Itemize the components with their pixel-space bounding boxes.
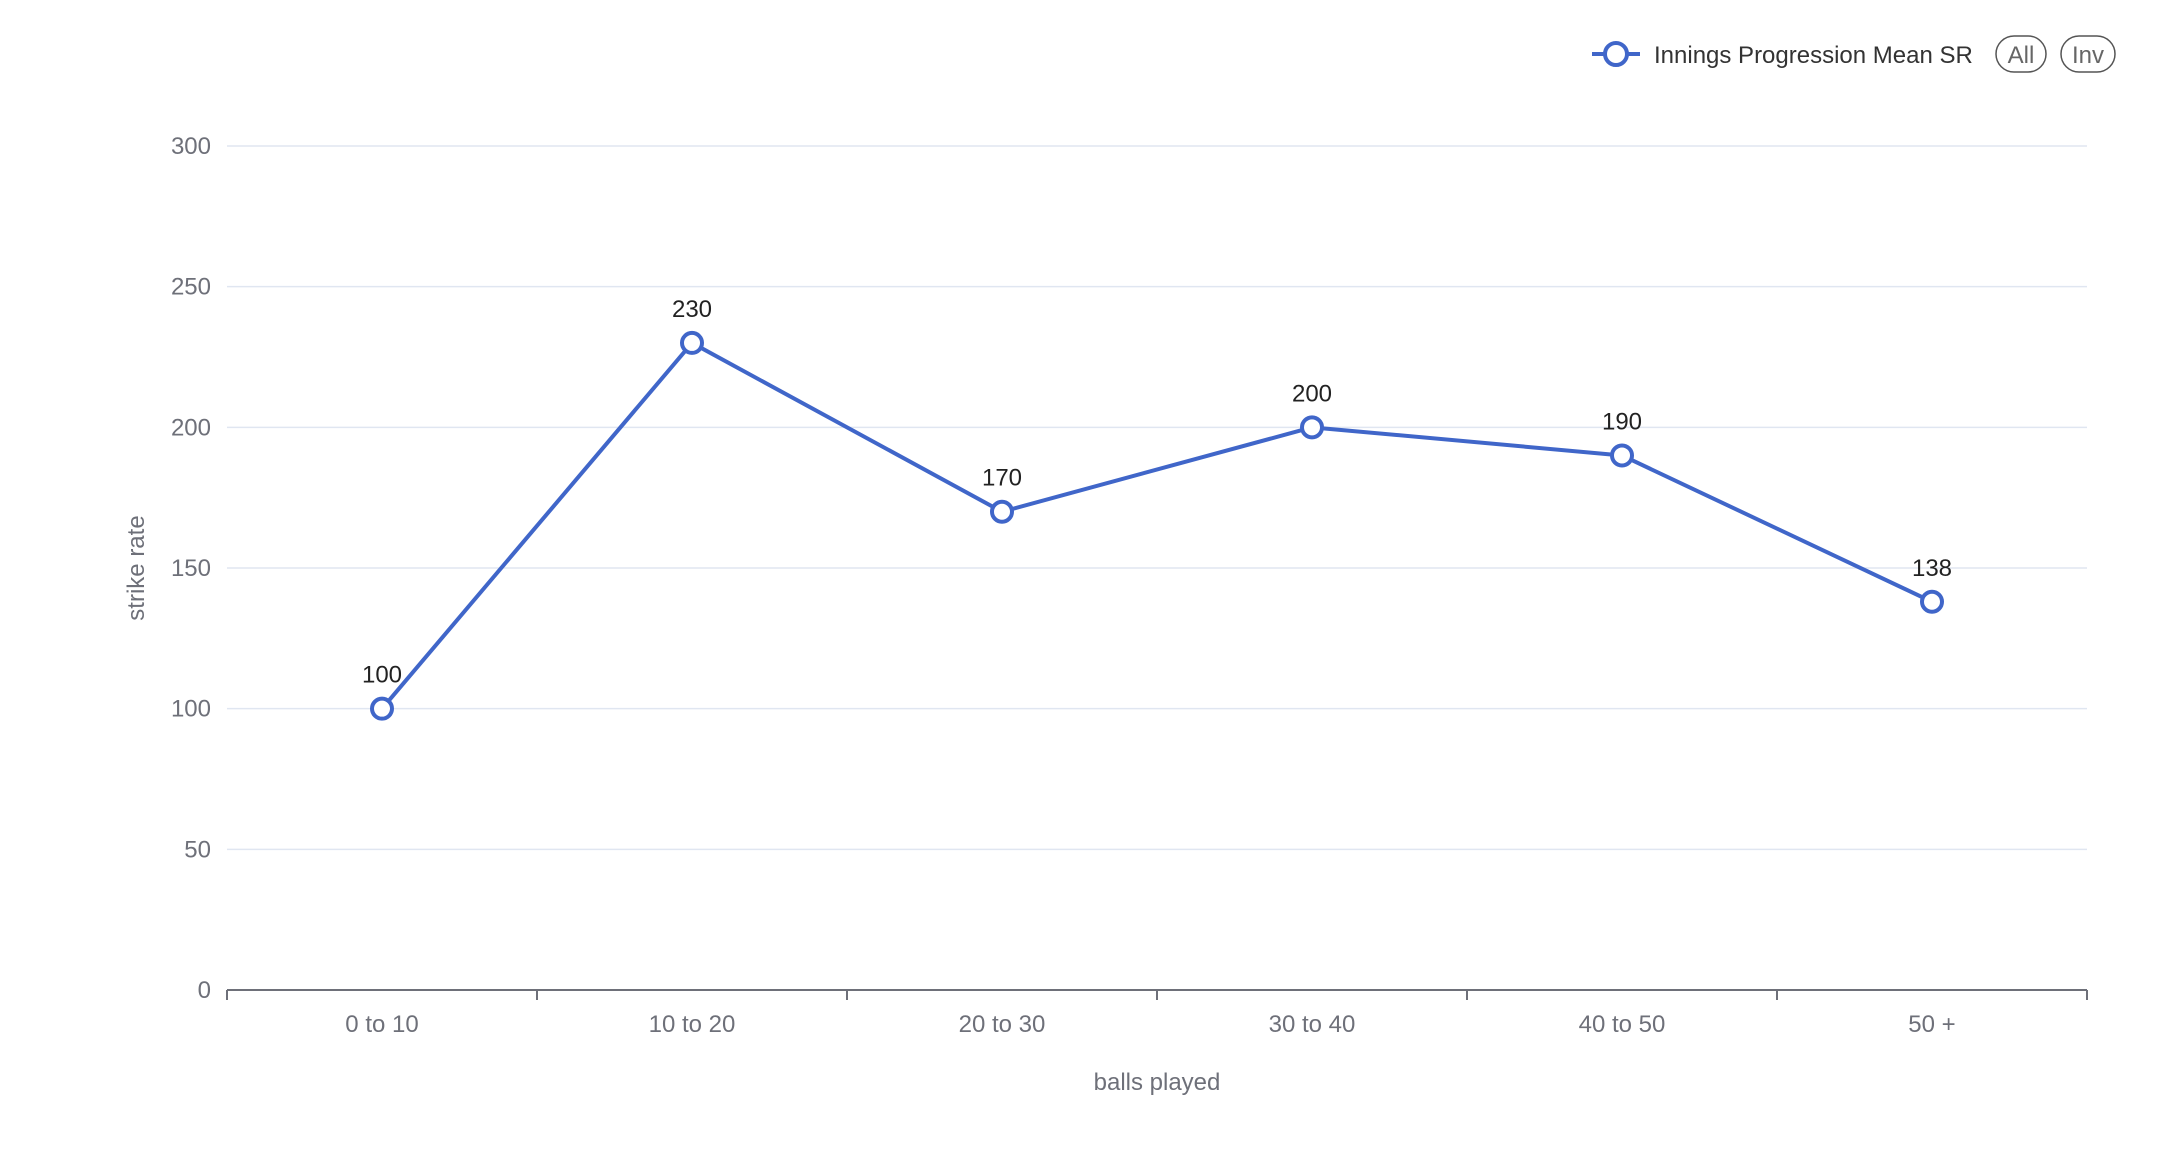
x-axis-labels: 0 to 10 10 to 20 20 to 30 30 to 40 40 to 50 5… <box>345 1011 1955 1038</box>
x-axis <box>226 989 2088 1000</box>
legend: Innings Progression Mean SR All Inv <box>1592 35 2116 73</box>
data-point[interactable] <box>680 330 704 355</box>
data-point[interactable] <box>1920 589 1944 614</box>
data-label: 138 <box>1912 555 1952 582</box>
y-axis-title: strike rate <box>123 515 150 620</box>
x-tick-label: 50 + <box>1908 1011 1955 1038</box>
legend-item-innings-progression[interactable]: Innings Progression Mean SR <box>1592 41 1973 69</box>
data-points <box>370 330 1944 721</box>
y-tick-label: 250 <box>171 274 211 301</box>
x-tick-label: 30 to 40 <box>1269 1011 1356 1038</box>
data-label: 170 <box>982 465 1022 492</box>
legend-label: Innings Progression Mean SR <box>1654 42 1973 69</box>
data-label: 100 <box>362 662 402 689</box>
data-label: 200 <box>1292 380 1332 407</box>
series-line-layer <box>380 340 1933 710</box>
legend-marker-icon <box>1603 41 1629 67</box>
data-label: 230 <box>672 296 712 323</box>
data-labels: 100 230 170 200 190 138 <box>362 296 1952 689</box>
data-point[interactable] <box>1610 443 1634 468</box>
x-tick-label: 40 to 50 <box>1579 1011 1666 1038</box>
y-axis: 0 50 100 150 200 250 300 <box>171 133 211 1004</box>
select-all-button-label: All <box>2008 42 2035 69</box>
select-all-button[interactable]: All <box>1995 35 2047 73</box>
y-tick-label: 100 <box>171 696 211 723</box>
data-label: 190 <box>1602 408 1642 435</box>
data-point[interactable] <box>1300 415 1324 440</box>
x-tick-label: 10 to 20 <box>649 1011 736 1038</box>
y-tick-label: 200 <box>171 414 211 441</box>
x-axis-title: balls played <box>1094 1069 1221 1096</box>
y-tick-label: 50 <box>184 836 211 863</box>
x-tick-label: 20 to 30 <box>959 1011 1046 1038</box>
series-line <box>380 340 1933 710</box>
y-tick-label: 150 <box>171 555 211 582</box>
invert-selection-button[interactable]: Inv <box>2060 35 2116 73</box>
x-tick-label: 0 to 10 <box>345 1011 418 1038</box>
y-tick-label: 0 <box>198 977 211 1004</box>
invert-selection-button-label: Inv <box>2072 42 2104 69</box>
data-point[interactable] <box>370 696 394 721</box>
grid-lines <box>227 145 2087 851</box>
data-point[interactable] <box>990 499 1014 524</box>
y-tick-label: 300 <box>171 133 211 160</box>
select-all-button-frame <box>1995 35 2047 73</box>
invert-selection-button-frame <box>2060 35 2116 73</box>
